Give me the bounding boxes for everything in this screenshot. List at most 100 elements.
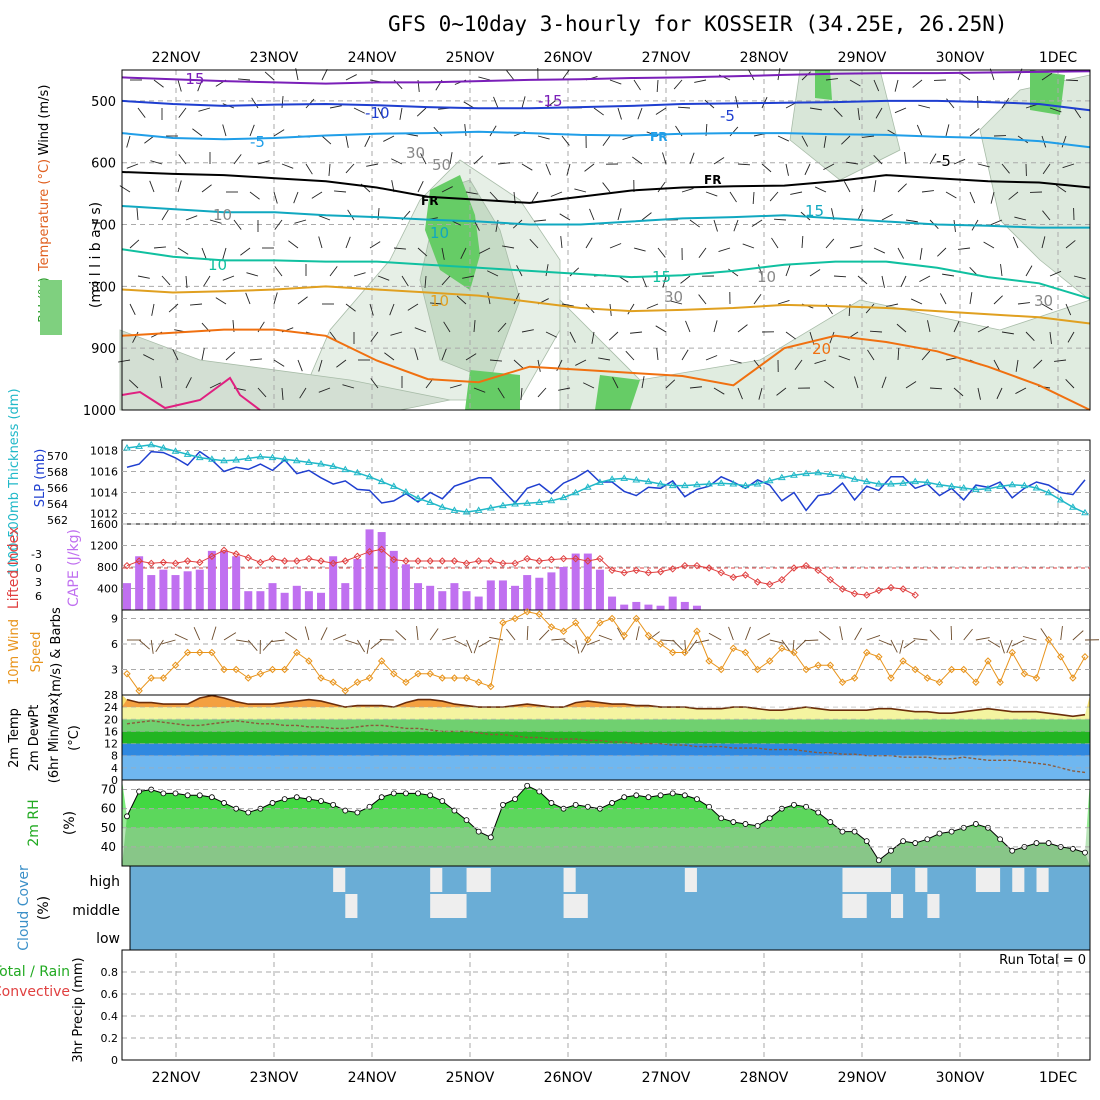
wind-barb <box>506 628 516 641</box>
cape-bar <box>268 583 277 610</box>
date-label-top: 1DEC <box>1039 50 1078 66</box>
wind-barb <box>318 236 323 249</box>
y-tick-label: 0 <box>35 562 42 575</box>
data-point <box>645 794 652 801</box>
data-point <box>608 614 616 623</box>
data-point <box>815 809 822 816</box>
wind-barb <box>1008 191 1019 200</box>
wind-barb <box>921 350 931 361</box>
wind-barb <box>465 353 477 361</box>
data-point <box>717 665 725 674</box>
cape-bar <box>535 577 544 610</box>
wind-barb <box>761 163 772 173</box>
wind-barb <box>417 247 428 257</box>
contour-label: FR <box>704 173 721 187</box>
wind-barb <box>977 163 990 168</box>
date-label-top: 24NOV <box>348 50 397 66</box>
wind-barb <box>919 247 923 260</box>
wind-barb <box>172 349 179 361</box>
contour-label: 10 <box>757 268 776 286</box>
data-point <box>814 566 822 575</box>
wind-barb <box>903 639 916 649</box>
data-point <box>512 796 518 803</box>
y-tick-label: 570 <box>47 450 68 463</box>
wind-barb <box>785 331 796 340</box>
wind-barb <box>136 208 139 221</box>
wind-barb <box>673 79 683 90</box>
data-point <box>753 480 762 487</box>
cape-bar <box>195 569 204 610</box>
data-point <box>850 674 859 682</box>
wind-barb <box>656 79 659 93</box>
data-point <box>499 619 507 627</box>
y-tick-label: 6 <box>35 590 42 603</box>
wind-barb <box>1065 79 1079 82</box>
wind-barb <box>737 163 751 166</box>
wind-barb <box>233 154 242 165</box>
y-tick-label: 0.2 <box>101 1032 119 1045</box>
contour-label: 15 <box>652 268 671 286</box>
wind-barb <box>270 639 285 643</box>
wind-barb <box>873 247 886 254</box>
wind-barb <box>377 275 390 281</box>
wind-barb <box>334 190 347 193</box>
data-point <box>694 796 700 803</box>
wind-barb <box>118 359 131 363</box>
cloud-cover-panel <box>129 865 1091 951</box>
wind-barb <box>881 275 885 288</box>
wind-barb <box>745 626 751 641</box>
wind-barb <box>819 631 831 641</box>
data-point <box>863 591 871 599</box>
data-point <box>414 557 422 565</box>
wind-barb <box>794 359 803 370</box>
data-point <box>911 477 920 485</box>
data-point <box>329 678 337 686</box>
data-point <box>342 807 349 814</box>
y-tick-label: 4 <box>111 762 118 775</box>
precip-panel-frame <box>121 949 1091 1061</box>
wind-barb <box>513 293 520 305</box>
wind-barb <box>393 247 406 250</box>
temp-warm-fill <box>122 695 1090 708</box>
wind-barb <box>747 69 755 81</box>
y-tick-label: 600 <box>91 157 116 172</box>
wind-barb <box>1072 630 1084 641</box>
data-point <box>365 472 374 480</box>
wind-barb <box>399 107 403 120</box>
wind-barb <box>537 387 547 398</box>
wind-barb <box>609 79 622 85</box>
wind-barb <box>190 303 203 306</box>
wind-barb <box>329 105 342 109</box>
data-point <box>621 794 628 801</box>
wind-barb <box>737 387 743 400</box>
date-label-bottom: 30NOV <box>936 1070 985 1086</box>
data-point <box>232 550 240 558</box>
data-point <box>462 674 471 682</box>
data-point <box>766 580 774 589</box>
wind-barb <box>311 191 323 199</box>
cape-bar <box>414 583 423 610</box>
y-tick-label: 0 <box>111 1054 118 1067</box>
wind-barb <box>529 238 539 249</box>
wind-barb <box>487 292 491 305</box>
panel-frame <box>121 69 1091 411</box>
data-point <box>717 479 726 486</box>
data-point <box>317 674 325 682</box>
isotherm-line <box>121 99 1091 112</box>
data-point <box>159 558 168 567</box>
data-point <box>341 465 350 473</box>
wind-barb <box>233 219 242 230</box>
wind-barb <box>143 354 155 361</box>
wind-barb <box>585 237 593 249</box>
y-tick-label: 3 <box>35 576 42 589</box>
data-point <box>160 790 167 797</box>
cape-bar <box>183 571 192 610</box>
y-tick-label: 1014 <box>90 487 118 500</box>
data-point <box>803 803 809 810</box>
wind-barb <box>705 355 718 361</box>
wind-barb <box>657 182 666 193</box>
wind-barb <box>890 639 898 653</box>
data-point <box>668 481 677 489</box>
data-point <box>390 670 398 678</box>
cape-bar <box>559 567 568 610</box>
